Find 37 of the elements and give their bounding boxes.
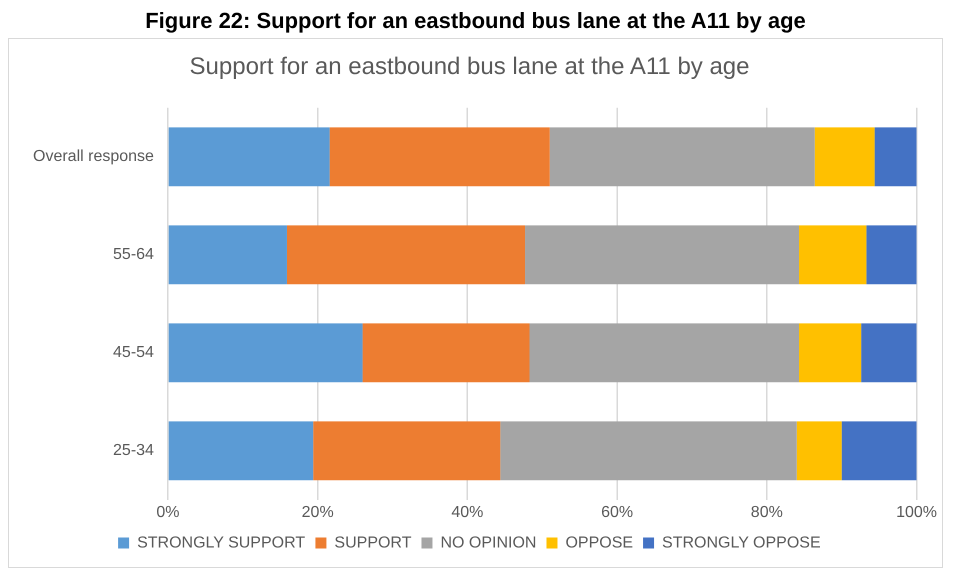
x-tick-label: 80%	[750, 504, 783, 521]
bar	[168, 127, 330, 186]
x-tick-label: 0%	[156, 504, 180, 521]
bar	[362, 323, 530, 382]
bar	[799, 323, 862, 382]
legend-label: STRONGLY SUPPORT	[137, 534, 306, 552]
bar	[525, 225, 800, 284]
x-tick-label: 20%	[302, 504, 334, 521]
bar	[313, 421, 500, 480]
bar	[814, 127, 875, 186]
bar	[842, 421, 917, 480]
bar	[168, 421, 314, 480]
bar	[861, 323, 917, 382]
x-tick-label: 40%	[451, 504, 484, 521]
y-tick-label: Overall response	[32, 148, 154, 166]
x-tick-label: 100%	[896, 504, 937, 521]
legend-label: NO OPINION	[440, 534, 536, 552]
bar	[500, 421, 797, 480]
bar	[330, 127, 550, 186]
legend-label: STRONGLY OPPOSE	[662, 534, 821, 552]
bar	[168, 323, 363, 382]
chart-title: Figure 22: Support for an eastbound bus lane at the A11 by age	[144, 8, 807, 34]
bar	[550, 127, 815, 186]
legend-label: OPPOSE	[565, 534, 634, 552]
y-tick-label: 25-34	[113, 442, 154, 460]
x-tick-label: 60%	[601, 504, 634, 521]
bar	[799, 225, 866, 284]
y-tick-label: 55-64	[113, 246, 154, 264]
bar	[530, 323, 800, 382]
bar	[796, 421, 842, 480]
y-tick-label: 45-54	[113, 344, 154, 362]
bar	[874, 127, 917, 186]
bar	[168, 225, 287, 284]
legend-label: SUPPORT	[334, 534, 412, 552]
chart-subtitle: Support for an eastbound bus lane at the A11 by age	[190, 53, 750, 80]
bar	[286, 225, 526, 284]
bar	[866, 225, 917, 284]
